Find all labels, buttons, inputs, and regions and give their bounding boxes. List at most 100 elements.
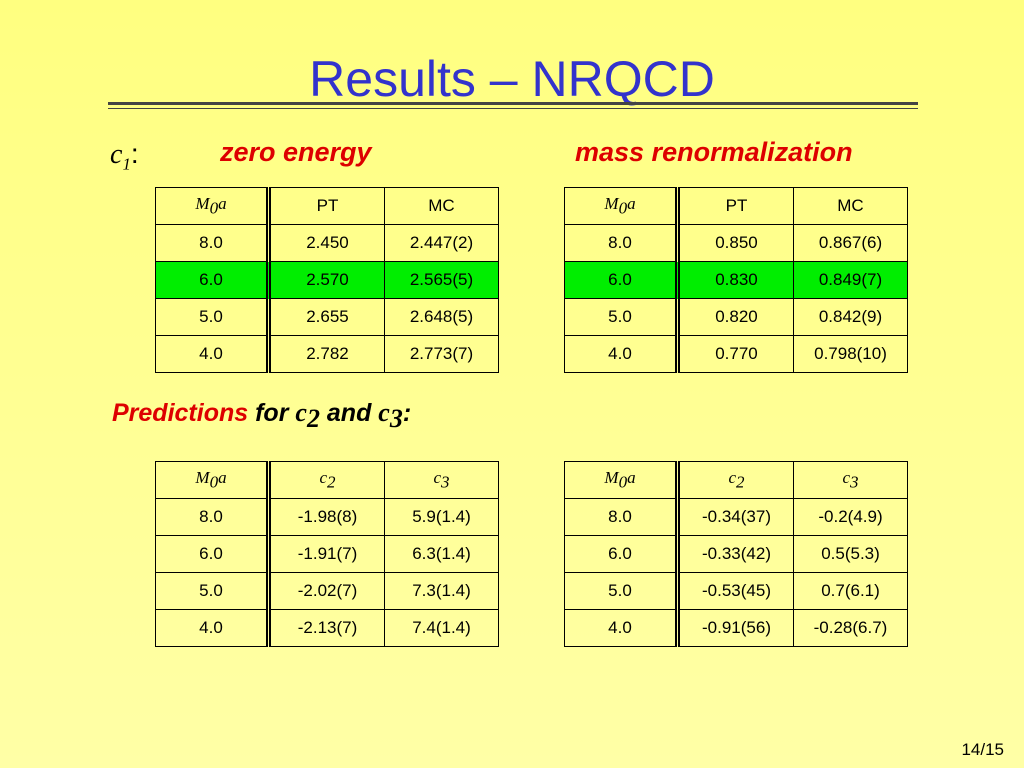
cell: 8.0 bbox=[564, 498, 680, 536]
row: 6.0 -1.91(7) 6.3(1.4) bbox=[155, 535, 499, 573]
cell: 7.3(1.4) bbox=[384, 572, 499, 610]
cell: 2.648(5) bbox=[384, 298, 499, 336]
symbol: c bbox=[842, 467, 851, 487]
symbol: M bbox=[604, 193, 619, 213]
cell: -1.98(8) bbox=[268, 498, 385, 536]
cell: 5.0 bbox=[564, 572, 680, 610]
cell: -0.34(37) bbox=[677, 498, 794, 536]
cell: 5.0 bbox=[564, 298, 680, 336]
symbol: M bbox=[195, 193, 210, 213]
subscript: 3 bbox=[850, 472, 859, 492]
symbol: c bbox=[378, 398, 390, 427]
cell: 7.4(1.4) bbox=[384, 609, 499, 647]
cell: 6.0 bbox=[155, 535, 271, 573]
row: 6.0 2.570 2.565(5) bbox=[155, 261, 499, 299]
symbol: a bbox=[627, 193, 636, 213]
symbol: c bbox=[110, 139, 123, 170]
symbol: a bbox=[627, 467, 636, 487]
cell: 4.0 bbox=[155, 609, 271, 647]
cell: 4.0 bbox=[155, 335, 271, 373]
header-cell: M0a bbox=[155, 461, 271, 499]
section-heading: zero energy bbox=[220, 137, 372, 167]
header-cell: c3 bbox=[384, 461, 499, 499]
colon: : bbox=[402, 399, 412, 427]
cell: 2.655 bbox=[268, 298, 385, 336]
predictions-table: M0a c2 c3 8.0 -1.98(8) 5.9(1.4) 6.0 -1.91(7) 6.3… bbox=[155, 461, 499, 647]
title-rule bbox=[108, 102, 918, 109]
cell: -0.33(42) bbox=[677, 535, 794, 573]
cell: 2.565(5) bbox=[384, 261, 499, 299]
cell: 8.0 bbox=[155, 224, 271, 262]
header-row: M0a c2 c3 bbox=[155, 461, 499, 499]
subscript: 0 bbox=[618, 472, 628, 492]
colon: : bbox=[130, 138, 139, 169]
header-row: M0a PT MC bbox=[155, 187, 499, 225]
cell: 6.3(1.4) bbox=[384, 535, 499, 573]
cell: 0.770 bbox=[677, 335, 794, 373]
cell: 2.773(7) bbox=[384, 335, 499, 373]
subscript: 1 bbox=[122, 154, 131, 174]
symbol: c bbox=[295, 398, 307, 427]
section-heading: mass renormalization bbox=[575, 137, 853, 167]
symbol: a bbox=[218, 467, 227, 487]
header-cell: c3 bbox=[793, 461, 908, 499]
row: 4.0 -2.13(7) 7.4(1.4) bbox=[155, 609, 499, 647]
header-cell: MC bbox=[793, 187, 908, 225]
results-table: M0a PT MC 8.0 0.850 0.867(6) 6.0 0.830 0.849(7) 5… bbox=[564, 187, 908, 373]
cell: 0.7(6.1) bbox=[793, 572, 908, 610]
predictions-label: Predictions for c2 and c3: bbox=[112, 398, 411, 434]
subscript: 2 bbox=[327, 472, 336, 492]
subscript: 2 bbox=[736, 472, 745, 492]
cell: 8.0 bbox=[155, 498, 271, 536]
subscript: 3 bbox=[441, 472, 450, 492]
header-cell: c2 bbox=[677, 461, 794, 499]
results-table: M0a PT MC 8.0 2.450 2.447(2) 6.0 2.570 2.565(5) 5… bbox=[155, 187, 499, 373]
word: for bbox=[255, 399, 289, 427]
symbol: c bbox=[433, 467, 442, 487]
cell: -2.02(7) bbox=[268, 572, 385, 610]
row: 5.0 2.655 2.648(5) bbox=[155, 298, 499, 336]
symbol: c bbox=[319, 467, 328, 487]
row: 4.0 2.782 2.773(7) bbox=[155, 335, 499, 373]
header-row: M0a c2 c3 bbox=[564, 461, 908, 499]
header-cell: M0a bbox=[155, 187, 271, 225]
cell: 8.0 bbox=[564, 224, 680, 262]
row: 6.0 -0.33(42) 0.5(5.3) bbox=[564, 535, 908, 573]
cell: 2.782 bbox=[268, 335, 385, 373]
cell: -2.13(7) bbox=[268, 609, 385, 647]
subscript: 0 bbox=[209, 198, 219, 218]
row: 4.0 0.770 0.798(10) bbox=[564, 335, 908, 373]
symbol: M bbox=[604, 467, 619, 487]
cell: 2.450 bbox=[268, 224, 385, 262]
cell: 4.0 bbox=[564, 609, 680, 647]
row: 8.0 -0.34(37) -0.2(4.9) bbox=[564, 498, 908, 536]
cell: 5.0 bbox=[155, 298, 271, 336]
header-cell: M0a bbox=[564, 187, 680, 225]
cell: -0.28(6.7) bbox=[793, 609, 908, 647]
row: 6.0 0.830 0.849(7) bbox=[564, 261, 908, 299]
symbol: c bbox=[728, 467, 737, 487]
row: 5.0 0.820 0.842(9) bbox=[564, 298, 908, 336]
cell: 0.867(6) bbox=[793, 224, 908, 262]
cell: 0.849(7) bbox=[793, 261, 908, 299]
subscript: 0 bbox=[618, 198, 628, 218]
cell: -1.91(7) bbox=[268, 535, 385, 573]
cell: -0.2(4.9) bbox=[793, 498, 908, 536]
cell: 0.850 bbox=[677, 224, 794, 262]
header-cell: MC bbox=[384, 187, 499, 225]
row: 8.0 2.450 2.447(2) bbox=[155, 224, 499, 262]
page-number: 14/15 bbox=[961, 740, 1004, 759]
cell: 6.0 bbox=[564, 535, 680, 573]
subscript: 2 bbox=[306, 404, 320, 433]
cell: 5.0 bbox=[155, 572, 271, 610]
word: and bbox=[326, 399, 372, 427]
row: 5.0 -0.53(45) 0.7(6.1) bbox=[564, 572, 908, 610]
cell: 2.447(2) bbox=[384, 224, 499, 262]
cell: -0.53(45) bbox=[677, 572, 794, 610]
cell: 0.820 bbox=[677, 298, 794, 336]
cell: -0.91(56) bbox=[677, 609, 794, 647]
word: Predictions bbox=[112, 399, 249, 427]
cell: 4.0 bbox=[564, 335, 680, 373]
cell: 0.842(9) bbox=[793, 298, 908, 336]
